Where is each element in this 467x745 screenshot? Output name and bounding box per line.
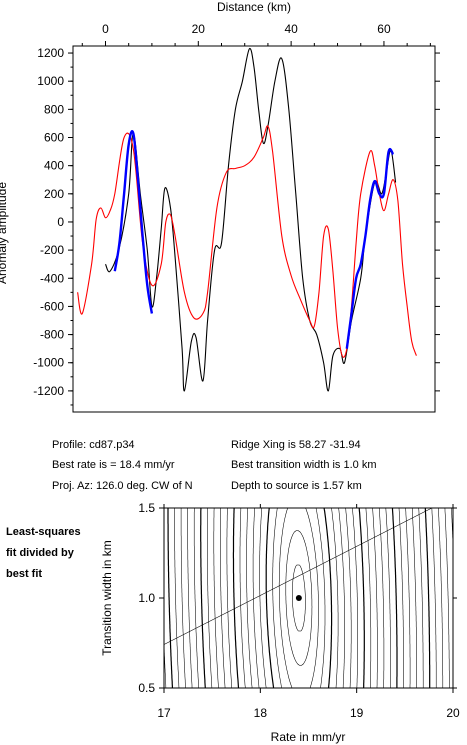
contour-chart: 17 18 19 20 1.5 1.0 0.5 Rate in mm/yr Transit… [100, 501, 460, 744]
contour-line-right [391, 508, 398, 688]
width-tick-label: 1.5 [138, 501, 155, 515]
distance-tick-label: 0 [102, 22, 109, 36]
amplitude-tick-label: -400 [40, 271, 64, 285]
amplitude-tick-label: -1200 [33, 384, 64, 398]
amplitude-tick-label: 400 [44, 159, 64, 173]
ridge-xing-text: Ridge Xing is 58.27 -31.94 [231, 439, 361, 451]
contour-line-right [424, 507, 431, 688]
width-axis-label: Transition width in km [100, 540, 114, 656]
contour-line-left [239, 507, 246, 689]
contour-line-left [292, 564, 299, 632]
contour-line-left [207, 508, 213, 689]
contour-line-right [444, 507, 450, 688]
amplitude-tick-label: 1200 [37, 46, 64, 60]
contour-line-left [167, 508, 173, 688]
amplitude-tick-label: 1000 [37, 74, 64, 88]
contour-line-right [352, 507, 358, 688]
contour-line-right [431, 507, 437, 688]
side-label: Least-squares fit divided by best fit [6, 526, 81, 580]
rate-axis-ticks: 17 18 19 20 [157, 504, 460, 720]
contour-line-right [323, 507, 333, 689]
side-label-line-1: Least-squares [6, 526, 81, 538]
best-width-text: Best transition width is 1.0 km [231, 459, 377, 471]
width-tick-label: 1.0 [138, 591, 155, 605]
distance-tick-label: 40 [284, 22, 298, 36]
side-label-line-3: best fit [6, 568, 42, 580]
contour-line-left [193, 508, 199, 689]
contour-line-left [252, 508, 260, 689]
contour-line-right [299, 564, 306, 632]
observed-anomaly-line [104, 47, 397, 392]
proj-az-text: Proj. Az: 126.0 deg. CW of N [52, 480, 193, 492]
rate-tick-label: 19 [350, 706, 364, 720]
contour-line-left [180, 508, 186, 689]
width-axis-ticks: 1.5 1.0 0.5 [138, 501, 457, 695]
fit-window-line-right [345, 147, 395, 349]
profile-text: Profile: cd87.p34 [52, 439, 135, 451]
contour-line-right [358, 507, 365, 689]
contour-line-right [385, 507, 391, 688]
amplitude-tick-label: -800 [40, 328, 64, 342]
contour-line-right [405, 507, 411, 688]
contour-line-left [174, 508, 180, 689]
contour-line-left [232, 508, 240, 689]
contour-line-right [365, 507, 372, 689]
distance-tick-label: 60 [377, 22, 391, 36]
contour-line-right [378, 507, 385, 689]
contour-line-right [398, 507, 404, 688]
contour-lines [163, 507, 454, 689]
contour-line-left [200, 508, 206, 689]
amplitude-tick-label: 0 [57, 215, 64, 229]
contour-line-right [305, 507, 319, 689]
info-block: Profile: cd87.p34 Best rate is = 18.4 mm… [52, 439, 377, 492]
rate-axis-label: Rate in mm/yr [271, 730, 346, 744]
contour-line-left [259, 507, 267, 689]
amplitude-tick-label: -1000 [33, 356, 64, 370]
distance-tick-label: 20 [192, 22, 206, 36]
contour-line-left [187, 508, 193, 689]
distance-axis-label: Distance (km) [217, 0, 291, 14]
best-rate-text: Best rate is = 18.4 mm/yr [52, 459, 175, 471]
contour-line-right [372, 507, 378, 688]
contour-cap [163, 507, 432, 645]
rate-tick-label: 20 [446, 706, 460, 720]
anomaly-series [77, 47, 417, 392]
contour-line-right [315, 507, 326, 689]
amplitude-axis-ticks: 1200 1000 800 600 400 200 0 -200 -400 -600 -800 -10… [33, 46, 440, 406]
contour-line-right [297, 530, 313, 666]
rate-tick-label: 17 [157, 706, 171, 720]
amplitude-tick-label: 800 [44, 102, 64, 116]
contour-line-left [220, 508, 226, 689]
width-tick-label: 0.5 [138, 681, 155, 695]
best-fit-point [295, 595, 302, 601]
distance-axis-ticks: 0 20 40 60 [81, 22, 431, 46]
depth-text: Depth to source is 1.57 km [231, 480, 362, 492]
amplitude-tick-label: -600 [40, 299, 64, 313]
side-label-line-2: fit divided by [6, 547, 75, 559]
contour-line-right [438, 508, 444, 688]
contour-line-right [411, 507, 417, 688]
contour-line-right [338, 507, 345, 689]
anomaly-chart: Distance (km) 0 20 40 60 1200 1000 800 600 400 2… [0, 0, 440, 413]
contour-line-left [272, 507, 282, 689]
model-anomaly-line [77, 125, 417, 358]
contour-line-left [278, 507, 293, 689]
contour-line-right [345, 507, 352, 689]
amplitude-tick-label: 600 [44, 131, 64, 145]
contour-line-right [418, 507, 424, 688]
amplitude-axis-label: Anomaly amplitude [0, 182, 9, 284]
contour-line-left [213, 508, 219, 689]
amplitude-tick-label: 200 [44, 187, 64, 201]
fit-window-line-left [113, 129, 154, 314]
contour-line-right [331, 507, 339, 689]
rate-tick-label: 18 [254, 706, 268, 720]
amplitude-tick-label: -200 [40, 243, 64, 257]
contour-line-left [265, 507, 275, 689]
contour-line-left [246, 507, 253, 689]
contour-line-left [226, 508, 233, 689]
anomaly-chart-frame [72, 45, 436, 413]
contour-line-left [285, 530, 300, 666]
